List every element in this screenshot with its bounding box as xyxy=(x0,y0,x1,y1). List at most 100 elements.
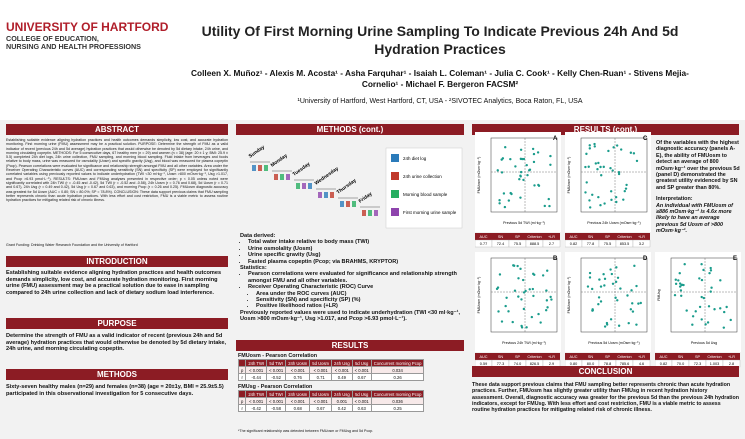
list-item: Fasted plasma copeptin (Pcop; via BRAHMS… xyxy=(248,259,462,265)
sample-icon xyxy=(352,201,356,207)
metric-value: 2.7 xyxy=(549,242,554,246)
scatter-point xyxy=(588,147,592,150)
scatter-point xyxy=(545,299,549,302)
scatter-point xyxy=(586,285,590,288)
table-cell: -0.52 xyxy=(266,373,287,381)
scatter-point xyxy=(524,289,527,293)
sample-icon xyxy=(258,165,262,171)
scatter-point xyxy=(599,204,602,207)
stats-list: Pearson correlations were evaluated for … xyxy=(240,271,462,309)
scatter-point xyxy=(519,148,523,151)
scatter-point xyxy=(588,276,592,279)
scatter-point xyxy=(501,157,505,160)
x-axis-label: Previous 24h TWI (ml·kg⁻¹) xyxy=(502,341,546,345)
scatter-point xyxy=(623,189,626,193)
scatter-point xyxy=(546,306,549,309)
metric-head-bg xyxy=(475,353,492,360)
scatter-point xyxy=(522,307,526,311)
scatter-point xyxy=(519,196,522,199)
scatter-point xyxy=(597,296,601,299)
scatter-point xyxy=(629,151,633,154)
scatter-point xyxy=(708,271,711,275)
metric-head-bg xyxy=(655,353,672,360)
scatter-point xyxy=(588,144,591,147)
metric-value: 78.8 xyxy=(604,362,611,366)
x-axis-label: Previous 5d TWI (ml·kg⁻¹) xyxy=(503,221,545,225)
metric-cell-bg xyxy=(542,239,561,248)
scatter-point xyxy=(507,199,511,202)
scatter-point xyxy=(619,148,623,151)
table-cell: 0.26 xyxy=(370,373,425,381)
header-cell: 5d TWI xyxy=(266,359,287,367)
metric-head-bg xyxy=(565,353,582,360)
derived-heading: Data derived: xyxy=(240,233,276,239)
scatter-point xyxy=(505,296,508,299)
header-cell: 24h Uosm xyxy=(285,359,311,367)
scatter-point xyxy=(729,318,732,322)
scatter-point xyxy=(635,159,639,163)
scatter-point xyxy=(533,273,536,276)
scatter-point xyxy=(498,273,502,276)
scatter-point xyxy=(502,192,506,195)
table-cell: < 0.001 xyxy=(266,397,287,405)
scatter-point xyxy=(611,282,615,285)
metric-head: AUC xyxy=(659,355,667,359)
cutoffs: Previously reported values were used to … xyxy=(240,309,461,323)
scatter-point xyxy=(504,146,507,149)
metric-value: 4.6 xyxy=(639,362,644,366)
panel-bg xyxy=(565,252,651,352)
header-cell: 24h Usg xyxy=(331,359,353,367)
scatter-point xyxy=(519,170,523,174)
scatter-panel: C FMUosm (mOsm·kg⁻¹) Previous 24h Uosm (mO… xyxy=(565,132,651,248)
metric-head: Criterion xyxy=(707,355,721,359)
scatter-point xyxy=(633,264,636,268)
table-title: FMUosm - Pearson Correlation xyxy=(238,353,318,359)
plot-frame xyxy=(490,137,558,213)
table-cell: -0.42 xyxy=(245,404,268,412)
scatter-point xyxy=(683,262,686,266)
scatter-panel: E FMUsg Previous 5d Usg AUC 0.82 SN 70.0 SP 72.3… xyxy=(655,252,741,368)
scatter-point xyxy=(518,178,521,181)
metric-head: AUC xyxy=(569,355,577,359)
metric-head-bg xyxy=(689,353,706,360)
table-cell: < 0.001 xyxy=(245,366,268,374)
scatter-point xyxy=(539,321,542,324)
table-cell: < 0.001 xyxy=(351,397,372,405)
table-row: r -0.42 -0.58 0.68 0.67 0.42 0.63 0.25 xyxy=(237,404,425,412)
plot-frame xyxy=(580,137,648,213)
scatter-point xyxy=(593,142,596,146)
scatter-point xyxy=(504,304,507,308)
metric-head-bg xyxy=(633,233,650,240)
metric-value: 0.82 xyxy=(660,362,667,366)
scatter-point xyxy=(537,312,540,316)
scatter-point xyxy=(680,283,683,287)
scatter-point xyxy=(682,283,685,287)
scatter-point xyxy=(597,302,600,306)
stats-heading: Statistics: xyxy=(240,265,267,272)
metric-head: AUC xyxy=(479,235,487,239)
list-item: Positive likelihood ratios (+LR) xyxy=(256,303,462,309)
header-cell: 24h Usg xyxy=(331,390,353,398)
metric-head: SP xyxy=(605,235,611,239)
metric-head-bg xyxy=(492,353,509,360)
scatter-point xyxy=(547,197,550,201)
sample-icon xyxy=(274,174,278,180)
scatter-point xyxy=(678,272,681,275)
scatter-point xyxy=(588,199,591,202)
section-heading: INTRODUCTION xyxy=(6,256,228,267)
metric-head-bg xyxy=(582,353,599,360)
metric-head: +LR xyxy=(638,355,645,359)
scatter-point xyxy=(598,278,601,281)
plot-frame xyxy=(490,257,558,333)
scatter-point xyxy=(585,181,588,184)
metric-value: 888.5 xyxy=(530,242,540,246)
section-heading: PURPOSE xyxy=(6,318,228,329)
metric-value: 77.3 xyxy=(497,362,504,366)
scatter-point xyxy=(549,154,552,158)
scatter-point xyxy=(509,191,512,195)
scatter-point xyxy=(612,146,615,149)
logo-college: COLLEGE OF EDUCATION, NURSING AND HEALTH … xyxy=(6,35,141,51)
scatter-point xyxy=(500,320,504,323)
table-row: p < 0.001 < 0.001 < 0.001 < 0.001 0.001 < 0.00… xyxy=(237,397,425,405)
scatter-point xyxy=(700,278,704,282)
